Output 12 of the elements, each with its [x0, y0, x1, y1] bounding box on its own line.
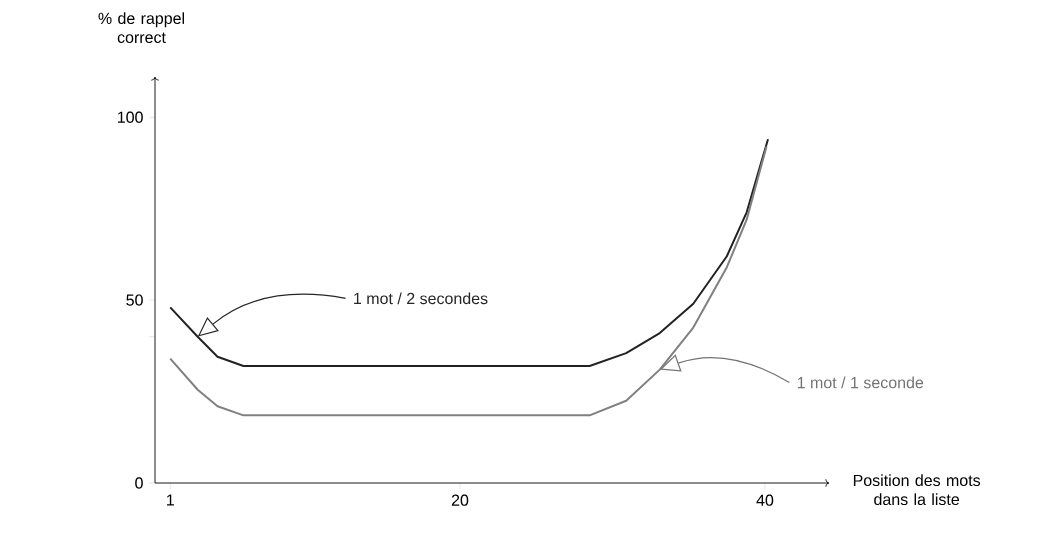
y-tick-label: 100: [117, 111, 143, 123]
x-tick-label: 40: [756, 494, 774, 506]
x-axis-title: Position des mots dans la liste: [853, 474, 981, 506]
annotation: 1 mot / 2 secondes: [354, 292, 488, 305]
annotation: 1 mot / 1 seconde: [797, 376, 924, 389]
y-axis-title: % de rappel correct: [98, 12, 184, 44]
line-series: [169, 138, 770, 367]
line-series: [169, 145, 768, 417]
y-tick-label: 50: [126, 294, 143, 306]
x-tick-label: 1: [167, 494, 174, 506]
x-tick-label: 20: [451, 494, 469, 506]
y-tick-label: 0: [135, 477, 143, 489]
